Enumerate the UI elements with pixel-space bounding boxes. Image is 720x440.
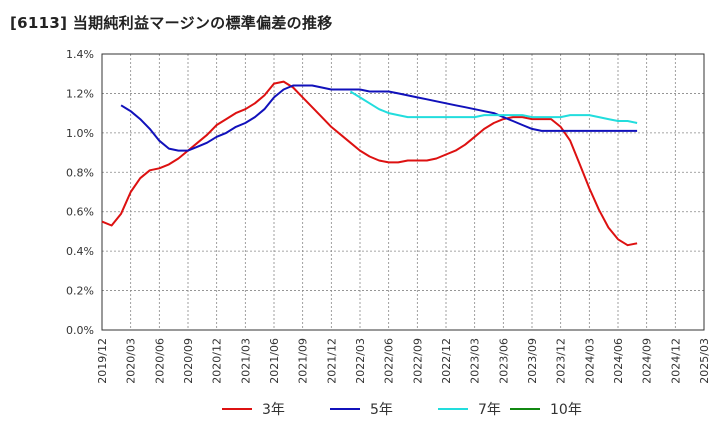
legend-label: 10年 <box>550 402 582 418</box>
series-line-5年 <box>120 84 638 152</box>
x-tick-label: 2020/03 <box>125 338 138 384</box>
y-tick-label: 0.6% <box>66 206 94 219</box>
legend-label: 3年 <box>262 402 285 418</box>
x-tick-label: 2025/03 <box>698 338 711 384</box>
x-tick-label: 2024/12 <box>669 338 682 384</box>
y-tick-label: 1.2% <box>66 87 94 100</box>
y-tick-label: 0.0% <box>66 324 94 337</box>
y-tick-label: 0.2% <box>66 285 94 298</box>
x-tick-label: 2019/12 <box>96 338 109 384</box>
y-tick-label: 1.0% <box>66 127 94 140</box>
x-tick-label: 2022/09 <box>411 338 424 384</box>
x-tick-label: 2023/03 <box>469 338 482 384</box>
y-tick-label: 1.4% <box>66 48 94 61</box>
x-tick-label: 2024/09 <box>641 338 654 384</box>
x-tick-label: 2022/03 <box>354 338 367 384</box>
x-tick-label: 2022/06 <box>383 338 396 384</box>
x-tick-label: 2020/12 <box>211 338 224 384</box>
x-tick-label: 2023/12 <box>555 338 568 384</box>
x-tick-label: 2024/06 <box>612 338 625 384</box>
legend-label: 7年 <box>478 402 501 418</box>
x-tick-label: 2020/09 <box>182 338 195 384</box>
x-tick-label: 2022/12 <box>440 338 453 384</box>
y-tick-label: 0.8% <box>66 166 94 179</box>
legend-label: 5年 <box>370 402 393 418</box>
x-tick-label: 2020/06 <box>153 338 166 384</box>
plot-frame <box>101 53 705 331</box>
series-line-7年 <box>349 90 638 124</box>
x-tick-label: 2021/06 <box>268 338 281 384</box>
series-line-3年 <box>101 80 638 247</box>
x-tick-label: 2023/06 <box>497 338 510 384</box>
x-tick-label: 2021/12 <box>325 338 338 384</box>
chart-title: [6113] 当期純利益マージンの標準偏差の推移 <box>10 14 333 32</box>
y-tick-label: 0.4% <box>66 245 94 258</box>
x-tick-label: 2021/03 <box>239 338 252 384</box>
x-tick-label: 2023/09 <box>526 338 539 384</box>
x-tick-label: 2024/03 <box>583 338 596 384</box>
x-tick-label: 2021/09 <box>297 338 310 384</box>
